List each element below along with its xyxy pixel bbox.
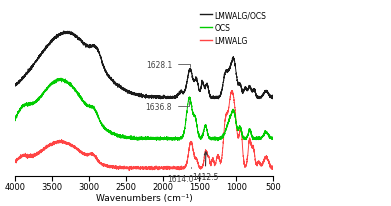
X-axis label: Wavenumbers (cm⁻¹): Wavenumbers (cm⁻¹) xyxy=(96,193,192,202)
Text: 1628.1: 1628.1 xyxy=(146,60,190,69)
Text: 1614.0: 1614.0 xyxy=(167,167,193,183)
Text: 1636.8: 1636.8 xyxy=(145,101,189,111)
Text: 1412.5: 1412.5 xyxy=(192,152,219,181)
Legend: LMWALG/OCS, OCS, LMWALG: LMWALG/OCS, OCS, LMWALG xyxy=(197,8,269,48)
